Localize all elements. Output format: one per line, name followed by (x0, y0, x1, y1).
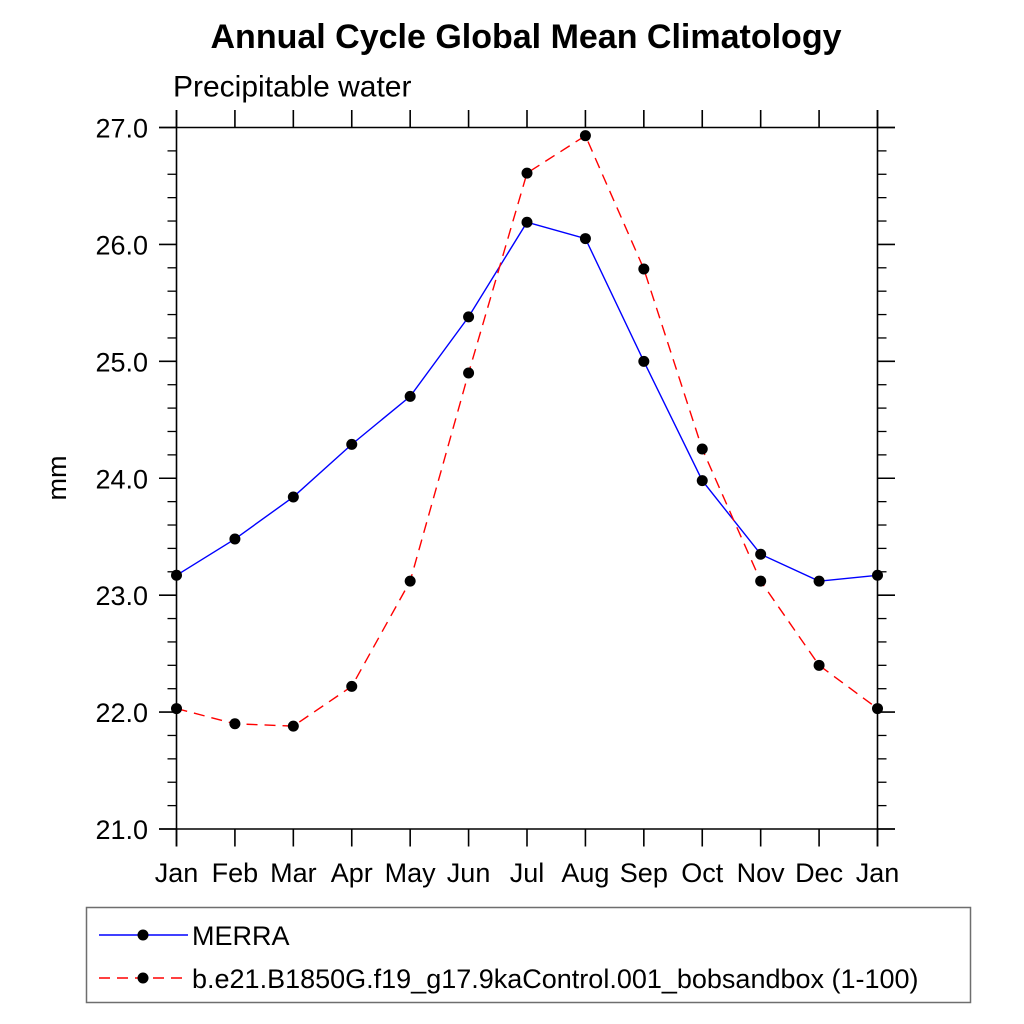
series-model (171, 130, 883, 732)
legend-label-model: b.e21.B1850G.f19_g17.9kaControl.001_bobs… (192, 964, 919, 994)
x-tick-label: May (385, 858, 437, 888)
data-point-marker (872, 569, 883, 581)
chart-subtitle: Precipitable water (173, 71, 411, 104)
y-tick-label: 22.0 (95, 698, 148, 728)
y-axis-label: mm (42, 456, 72, 501)
data-point-marker (521, 167, 533, 179)
legend-label-merra: MERRA (192, 921, 290, 951)
data-point-marker (229, 533, 241, 545)
y-tick-label: 21.0 (95, 815, 148, 845)
data-point-marker (346, 438, 358, 450)
legend-marker-model (137, 972, 149, 984)
data-point-marker (813, 575, 825, 587)
data-point-marker (171, 569, 182, 581)
data-point-marker (755, 575, 767, 587)
x-tick-label: Oct (681, 858, 724, 888)
data-point-marker (696, 475, 708, 487)
x-tick-label: Mar (270, 858, 317, 888)
series-merra (171, 216, 883, 587)
chart-title: Annual Cycle Global Mean Climatology (211, 18, 842, 56)
data-point-marker (755, 548, 767, 560)
x-tick-label: Jun (447, 858, 491, 888)
data-point-marker (463, 311, 475, 323)
x-tick-label: Jan (856, 858, 900, 888)
x-tick-label: Dec (795, 858, 843, 888)
x-tick-label: Feb (212, 858, 259, 888)
y-tick-label: 27.0 (95, 114, 148, 144)
x-tick-label: Aug (561, 858, 609, 888)
x-tick-label: Nov (737, 858, 786, 888)
series-layer (171, 130, 883, 732)
x-tick-label: Apr (331, 858, 373, 888)
data-point-marker (813, 659, 825, 671)
legend-marker-merra (137, 929, 149, 941)
x-tick-label: Sep (620, 858, 668, 888)
y-tick-label: 24.0 (95, 464, 148, 494)
y-tick-label: 26.0 (95, 230, 148, 260)
legend: MERRA b.e21.B1850G.f19_g17.9kaControl.00… (85, 906, 972, 1004)
data-point-marker (404, 390, 416, 402)
x-tick-label: Jul (510, 858, 545, 888)
data-point-marker (579, 233, 591, 245)
data-point-marker (638, 355, 650, 367)
data-point-marker (287, 491, 299, 503)
data-point-marker (872, 703, 883, 715)
series-line (176, 221, 878, 582)
data-point-marker (171, 703, 182, 715)
data-point-marker (463, 367, 475, 379)
data-point-marker (346, 680, 358, 692)
data-point-marker (229, 718, 241, 730)
data-point-marker (404, 575, 416, 587)
x-tick-label: Jan (155, 858, 199, 888)
data-point-marker (579, 130, 591, 142)
data-point-marker (287, 720, 299, 732)
y-tick-label: 25.0 (95, 347, 148, 377)
data-point-marker (638, 263, 650, 275)
legend-box (85, 906, 972, 1004)
y-tick-label: 23.0 (95, 581, 148, 611)
data-point-marker (521, 216, 533, 228)
axes: 21.0 22.0 23.0 24.0 25.0 26.0 27.0 Jan Feb Mar Apr… (95, 110, 899, 888)
data-point-marker (696, 443, 708, 455)
